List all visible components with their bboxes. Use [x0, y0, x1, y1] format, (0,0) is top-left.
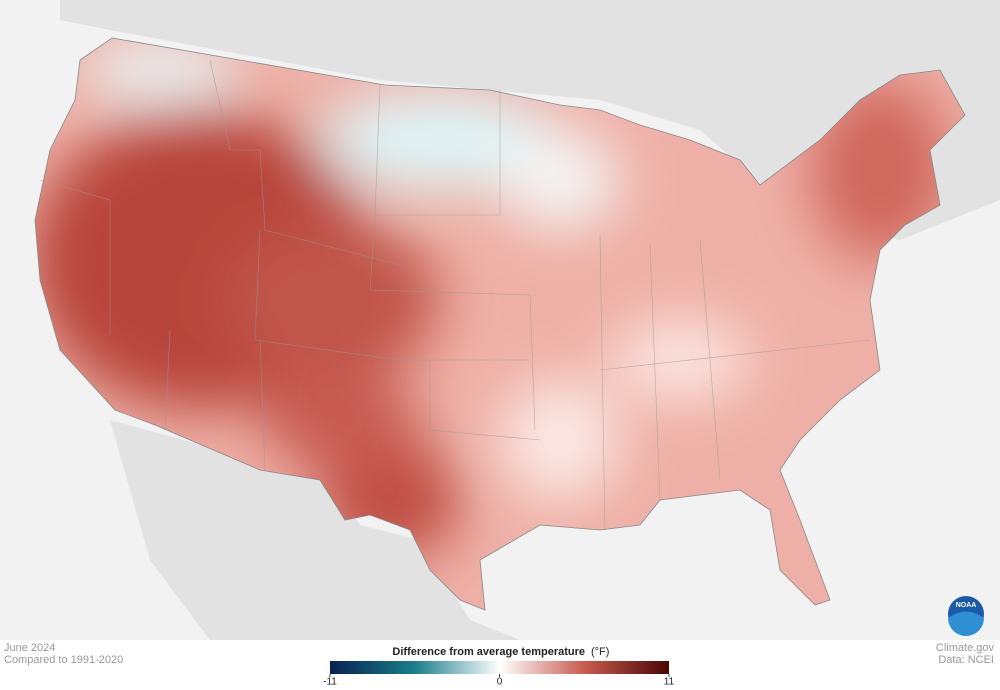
period: June 2024	[4, 642, 55, 654]
mexico	[110, 420, 520, 640]
noaa-logo-wave	[948, 611, 984, 636]
colorbar-tick-label: 11	[664, 677, 675, 688]
logo-text: NOAA	[956, 602, 977, 609]
canada	[60, 0, 1000, 240]
colorbar-tick-label: -11	[323, 677, 337, 688]
colorbar	[330, 661, 669, 674]
colorbar-tick-label: 0	[497, 677, 503, 688]
state-borders	[39, 59, 871, 531]
site: Climate.gov	[936, 642, 995, 654]
us-outline	[34, 37, 966, 611]
baseline: Compared to 1991-2020	[4, 654, 123, 666]
legend-unit: (°F)	[591, 646, 609, 658]
legend-title: Difference from average temperature	[392, 646, 585, 658]
source: Data: NCEI	[938, 654, 994, 666]
